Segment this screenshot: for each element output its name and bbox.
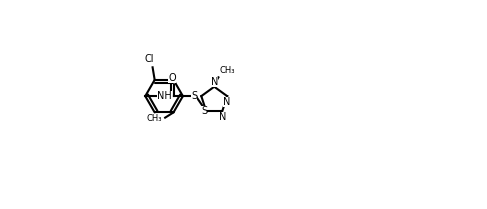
Text: Cl: Cl [145, 54, 154, 64]
Text: NH: NH [157, 91, 171, 101]
Text: CH₃: CH₃ [147, 114, 162, 123]
Text: N: N [219, 112, 226, 122]
Text: O: O [168, 73, 176, 83]
Text: S: S [201, 106, 207, 116]
Text: N: N [224, 97, 231, 107]
Text: CH₃: CH₃ [220, 66, 235, 75]
Text: S: S [191, 91, 197, 101]
Text: N: N [210, 77, 218, 87]
